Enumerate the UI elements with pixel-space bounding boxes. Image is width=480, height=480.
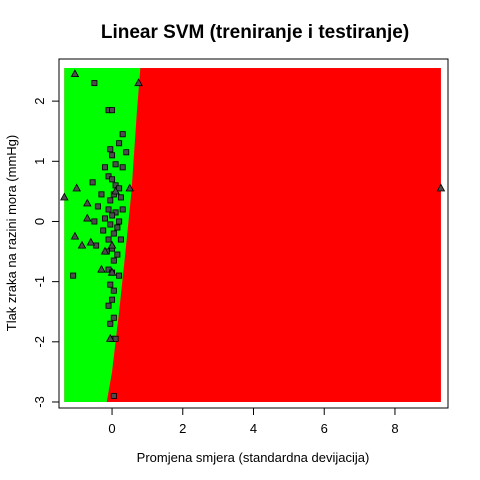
point-triangle <box>83 213 92 222</box>
point-triangle <box>97 264 106 273</box>
point-square <box>110 314 117 321</box>
chart-title: Linear SVM (treniranje i testiranje) <box>101 22 409 43</box>
point-triangle <box>100 246 110 255</box>
point-square <box>116 272 123 279</box>
y-tick-label: 0 <box>32 218 47 225</box>
point-square <box>101 164 108 171</box>
point-triangle <box>70 69 80 78</box>
point-square <box>109 296 116 303</box>
point-square <box>110 392 117 399</box>
point-square <box>123 149 130 156</box>
y-tick-label: 2 <box>32 98 47 105</box>
point-square <box>117 194 124 201</box>
point-triangle <box>111 186 120 195</box>
point-square <box>119 164 126 171</box>
data-points <box>60 69 446 399</box>
point-square <box>119 131 126 138</box>
y-axis-label: Tlak zraka na razini mora (mmHg) <box>4 135 19 332</box>
point-square <box>114 251 121 258</box>
point-square <box>105 173 112 180</box>
point-triangle <box>107 240 117 249</box>
point-square <box>70 272 77 279</box>
point-triangle <box>72 183 81 192</box>
x-tick-label: 8 <box>391 421 398 436</box>
x-tick-label: 6 <box>321 421 328 436</box>
point-square <box>109 212 116 219</box>
point-square <box>105 206 112 213</box>
point-triangle <box>86 237 96 246</box>
point-square <box>116 218 123 225</box>
point-square <box>109 107 116 114</box>
point-square <box>107 197 114 204</box>
y-tick-label: -2 <box>32 336 47 348</box>
x-tick-label: 4 <box>250 421 257 436</box>
point-square <box>91 80 98 87</box>
point-square <box>110 230 117 237</box>
point-square <box>109 152 116 159</box>
point-square <box>105 236 112 243</box>
point-triangle <box>107 267 117 276</box>
point-square <box>93 242 100 249</box>
point-square <box>91 218 98 225</box>
point-triangle <box>83 198 92 207</box>
point-square <box>112 209 119 216</box>
point-square <box>100 227 107 234</box>
point-triangle <box>134 78 143 87</box>
x-axis: 0 2 4 6 8 <box>108 407 399 436</box>
point-triangle <box>106 333 115 342</box>
x-axis-label: Promjena smjera (standardna devijacija) <box>137 450 370 465</box>
point-triangle <box>125 183 135 192</box>
point-triangle <box>436 183 446 192</box>
point-square <box>116 140 123 147</box>
point-triangle <box>70 231 80 240</box>
y-tick-label: 1 <box>32 158 47 165</box>
y-axis: -3 -2 -1 0 1 2 <box>32 98 60 408</box>
point-square <box>110 257 117 264</box>
point-square <box>107 281 114 288</box>
point-square <box>109 176 116 183</box>
point-triangle <box>60 192 69 201</box>
point-square <box>94 203 101 210</box>
point-square <box>89 179 96 186</box>
point-square <box>101 215 108 222</box>
x-tick-label: 2 <box>179 421 186 436</box>
point-square <box>107 221 114 228</box>
point-square <box>119 206 126 213</box>
y-tick-label: -1 <box>32 276 47 288</box>
point-square <box>107 146 114 153</box>
point-triangle <box>77 240 87 249</box>
point-square <box>112 335 119 342</box>
point-square <box>112 161 119 168</box>
point-square <box>110 287 117 294</box>
region-left <box>64 68 141 402</box>
decision-regions <box>64 68 441 402</box>
point-square <box>98 191 105 198</box>
y-tick-label: -3 <box>32 396 47 408</box>
point-square <box>117 236 124 243</box>
point-square <box>114 224 121 231</box>
x-tick-label: 0 <box>108 421 115 436</box>
point-square <box>105 302 112 309</box>
point-square <box>107 320 114 327</box>
